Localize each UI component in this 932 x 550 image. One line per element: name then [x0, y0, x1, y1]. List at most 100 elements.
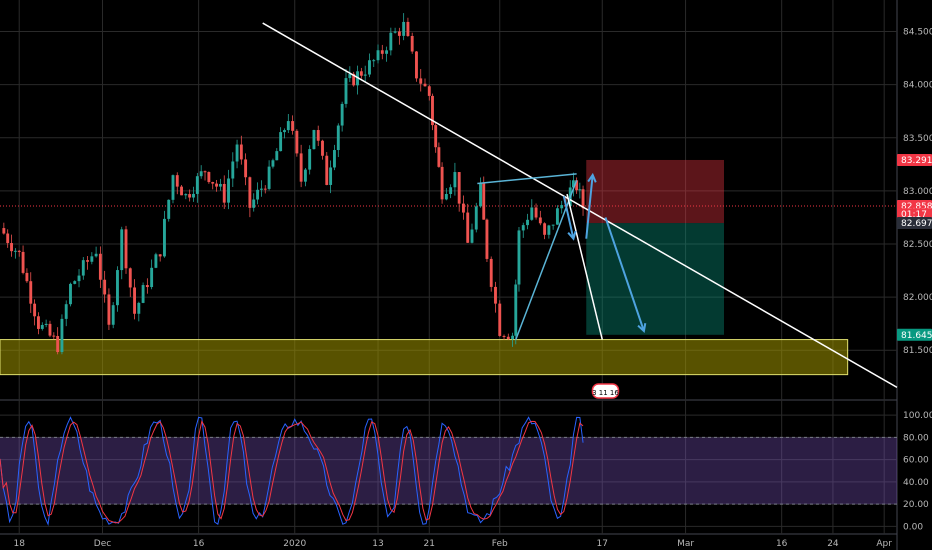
candle-body	[192, 193, 195, 198]
candle-body	[581, 189, 585, 209]
trendline	[566, 193, 604, 340]
candle-body	[359, 71, 363, 76]
event-badge[interactable]: 3 11 16	[591, 383, 619, 399]
candle-body	[175, 175, 179, 187]
candle-body	[526, 219, 529, 226]
candle-body	[308, 149, 312, 170]
candle-body	[419, 78, 423, 84]
time-tick-label: 13	[372, 539, 383, 549]
time-tick-label: 16	[193, 539, 205, 549]
price-tick-label: 84.500	[903, 28, 932, 38]
candle-body	[376, 50, 380, 61]
candle-body	[415, 51, 418, 79]
candle-body	[239, 144, 243, 160]
candle-body	[437, 147, 441, 167]
candle-body	[462, 203, 465, 213]
support-zone	[0, 339, 849, 376]
candle-body	[449, 187, 453, 195]
price-tick-label: 83.500	[903, 134, 932, 144]
candle-body	[321, 140, 324, 156]
arrow-shaft	[585, 174, 594, 239]
candle-body	[494, 286, 497, 304]
osc-tick-label: 0.00	[903, 522, 923, 532]
arrow-shaft	[562, 195, 575, 239]
candle-body	[167, 199, 171, 219]
price-tag-label: 82.697	[901, 219, 932, 229]
candle-body	[325, 155, 329, 185]
candle-body	[137, 302, 141, 314]
candle-body	[329, 167, 333, 185]
time-tick-label: 17	[597, 539, 608, 549]
candle-body	[25, 272, 29, 282]
candle-body	[470, 229, 474, 243]
time-tick-label: 2020	[283, 539, 306, 549]
events-badge[interactable]: 3 11 16	[591, 383, 619, 399]
candle-body	[211, 182, 215, 184]
candle-body	[263, 188, 267, 190]
candle-body	[521, 225, 525, 231]
candle-body	[275, 151, 279, 161]
candle-body	[64, 304, 68, 319]
candle-body	[514, 284, 518, 336]
drawings	[262, 22, 898, 389]
osc-tick-label: 100.00	[903, 411, 932, 421]
candle-body	[29, 281, 33, 304]
price-tick-label: 82.500	[903, 240, 932, 250]
events-badge-label: 3 11 16	[592, 389, 619, 397]
price-tag-background	[897, 328, 932, 341]
candle-body	[299, 153, 303, 182]
candle-body	[6, 233, 10, 244]
candle-body	[291, 121, 295, 131]
time-tick-label: 18	[13, 539, 25, 549]
candle-body	[116, 270, 119, 306]
candle-body	[207, 172, 211, 183]
time-tick-label: Feb	[492, 539, 508, 549]
osc-tick-label: 80.00	[903, 433, 929, 443]
candle-body	[235, 144, 239, 162]
time-tick-label: 21	[424, 539, 435, 549]
price-axis[interactable]: 84.500 84.000 83.500 83.000 82.500 82.000 81.5…	[903, 28, 932, 533]
arrow-shaft	[604, 217, 645, 332]
candle-body	[37, 316, 40, 329]
candle-body	[188, 194, 192, 198]
candle-body	[283, 130, 286, 133]
candle-body	[502, 335, 506, 337]
candle-body	[256, 189, 260, 200]
candle-body	[195, 176, 199, 194]
candle-body	[498, 303, 502, 336]
price-tag-label: 01:17	[901, 210, 927, 220]
candle-body	[380, 50, 384, 54]
candle-body	[543, 223, 547, 235]
candle-body	[10, 243, 13, 252]
price-tag-background	[897, 217, 932, 230]
candle-body	[506, 336, 510, 340]
price-tag-label: 81.645	[901, 331, 932, 341]
candle-body	[171, 175, 175, 200]
candle-body	[141, 285, 145, 303]
candle-body	[21, 251, 25, 273]
candle-body	[372, 60, 376, 62]
candle-body	[410, 35, 414, 52]
candle-body	[316, 130, 320, 141]
candle-body	[406, 21, 410, 36]
price-tick-label: 83.000	[903, 187, 932, 197]
price-tag-label: 82.858	[901, 202, 932, 212]
candle-body	[227, 178, 230, 203]
candle-body	[466, 212, 470, 243]
candle-body	[98, 253, 102, 280]
price-tick-label: 81.500	[903, 346, 932, 356]
arrow-head	[587, 172, 597, 183]
candle-body	[560, 205, 564, 209]
candle-body	[48, 323, 52, 336]
time-axis[interactable]: 18 Dec 16 2020 13 21 Feb 17 Mar 16 24 Apr	[13, 539, 892, 549]
candle-body	[479, 183, 482, 207]
candle-body	[86, 260, 90, 262]
candle-body	[180, 186, 183, 196]
candle-body	[248, 177, 252, 208]
candle-body	[555, 208, 559, 225]
candle-body	[482, 183, 486, 220]
time-tick-label: Dec	[94, 539, 111, 549]
candle-body	[279, 132, 283, 152]
